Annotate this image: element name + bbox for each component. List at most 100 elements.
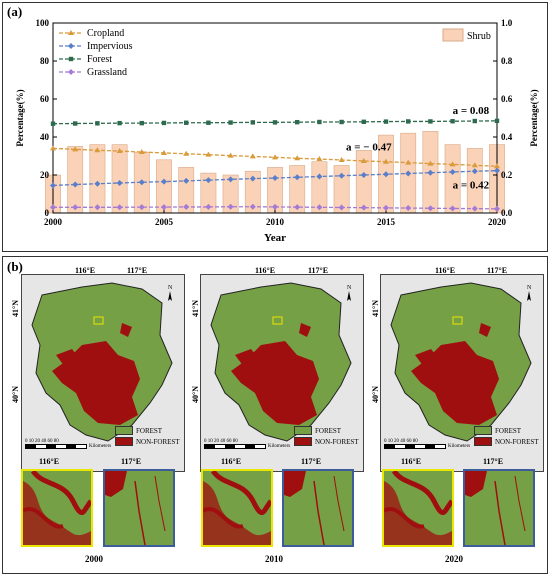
non-forest-swatch bbox=[294, 437, 312, 446]
lon-label: 117°E bbox=[301, 457, 322, 466]
data-point bbox=[72, 146, 79, 152]
lon-label: 116°E bbox=[75, 266, 96, 275]
chart-legend: Cropland Impervious Forest Grassland bbox=[59, 28, 133, 78]
legend-bar-label: Shrub bbox=[467, 31, 491, 42]
non-forest-swatch bbox=[474, 437, 492, 446]
data-point bbox=[250, 120, 255, 125]
data-point bbox=[338, 156, 345, 162]
year-label: 2020 bbox=[445, 554, 463, 564]
lon-label: 117°E bbox=[121, 457, 142, 466]
lat-label: 40°N bbox=[11, 386, 20, 403]
data-point bbox=[406, 119, 411, 124]
data-point bbox=[205, 177, 212, 184]
y-tick-label-right: 0.0 bbox=[501, 208, 513, 218]
panel-a-label: (a) bbox=[7, 4, 22, 19]
data-point bbox=[360, 157, 367, 163]
data-point bbox=[95, 121, 100, 126]
data-point bbox=[294, 155, 301, 161]
y-tick-label-left: 0 bbox=[45, 208, 50, 218]
lat-label: 41°N bbox=[191, 300, 200, 317]
scale-unit: Kilometers bbox=[89, 444, 112, 449]
data-point bbox=[338, 204, 345, 211]
data-point bbox=[228, 120, 233, 125]
scale-unit: Kilometers bbox=[448, 444, 471, 449]
y-tick-label-right: 0.2 bbox=[501, 170, 513, 180]
lon-label: 116°E bbox=[255, 266, 276, 275]
data-point bbox=[471, 162, 478, 168]
inset-blue-2020 bbox=[463, 469, 535, 547]
legend-forest: FOREST bbox=[495, 426, 522, 435]
y-tick-label-left: 80 bbox=[40, 56, 50, 66]
data-point bbox=[405, 205, 412, 212]
data-point bbox=[449, 168, 456, 175]
data-point bbox=[427, 205, 434, 212]
data-point bbox=[427, 160, 434, 166]
data-point bbox=[294, 204, 301, 211]
data-point bbox=[50, 182, 56, 189]
legend-non-forest: NON-FOREST bbox=[495, 437, 539, 446]
y-tick-label-left: 60 bbox=[40, 94, 50, 104]
data-point bbox=[383, 204, 389, 211]
y-tick-label-right: 1.0 bbox=[501, 18, 513, 28]
data-point bbox=[183, 150, 190, 156]
data-point bbox=[227, 176, 234, 183]
data-point bbox=[50, 121, 56, 126]
scale-bar: 0 10 20 40 60 80 Kilometers bbox=[204, 439, 290, 449]
data-point bbox=[449, 205, 456, 212]
data-point bbox=[94, 180, 101, 187]
data-point bbox=[295, 119, 300, 125]
data-point bbox=[205, 203, 212, 210]
data-point bbox=[316, 156, 323, 162]
inset-yellow-2020 bbox=[382, 469, 454, 547]
data-point bbox=[360, 204, 367, 211]
data-point bbox=[494, 118, 500, 124]
data-point bbox=[427, 169, 434, 176]
lat-label: 41°N bbox=[11, 300, 20, 317]
map-legend: FOREST NON-FOREST bbox=[115, 425, 180, 447]
data-point bbox=[116, 204, 123, 211]
data-point bbox=[272, 203, 278, 210]
scale-unit: Kilometers bbox=[268, 444, 291, 449]
legend-non-forest: NON-FOREST bbox=[315, 437, 359, 446]
lon-label: 116°E bbox=[221, 457, 242, 466]
map-legend: FOREST NON-FOREST bbox=[474, 425, 539, 447]
data-point bbox=[272, 154, 278, 160]
y-tick-label-right: 0.8 bbox=[501, 56, 513, 66]
panel-b-label: (b) bbox=[7, 259, 23, 274]
panel-a: (a) 0 20 40 60 80 100 0.0 0.2 0.4 0.6 0.8 1.0 2000 200… bbox=[2, 2, 548, 252]
scale-bar: 0 10 20 40 60 80 Kilometers bbox=[25, 439, 111, 449]
data-point bbox=[471, 168, 478, 175]
data-point bbox=[161, 178, 167, 185]
year-label: 2010 bbox=[265, 554, 283, 564]
map-legend: FOREST NON-FOREST bbox=[294, 425, 359, 447]
forest-swatch bbox=[294, 426, 312, 435]
data-point bbox=[138, 204, 145, 211]
data-point bbox=[272, 175, 278, 182]
data-point bbox=[94, 204, 101, 211]
data-point bbox=[316, 173, 323, 180]
data-point bbox=[139, 120, 144, 126]
data-point bbox=[116, 148, 123, 154]
data-point bbox=[161, 149, 167, 155]
data-point bbox=[405, 159, 412, 165]
data-point bbox=[471, 205, 478, 212]
lon-label: 117°E bbox=[483, 457, 504, 466]
data-point bbox=[227, 203, 234, 210]
data-point bbox=[183, 177, 190, 184]
inset-blue-2010 bbox=[282, 469, 354, 547]
lon-label: 117°E bbox=[487, 266, 508, 275]
year-label: 2000 bbox=[85, 554, 103, 564]
data-point bbox=[494, 205, 500, 212]
forest-map-2010 bbox=[200, 274, 364, 472]
legend-forest: FOREST bbox=[136, 426, 163, 435]
y-tick-label-left: 100 bbox=[36, 18, 50, 28]
data-point bbox=[494, 163, 500, 169]
legend-label: Impervious bbox=[87, 41, 133, 52]
data-point bbox=[161, 204, 167, 211]
data-point bbox=[494, 167, 500, 174]
scale-ticks: 0 10 20 40 60 80 bbox=[204, 439, 238, 444]
lon-label: 117°E bbox=[308, 266, 329, 275]
data-point bbox=[272, 120, 278, 125]
data-point bbox=[183, 203, 190, 210]
legend-marker bbox=[68, 56, 74, 62]
